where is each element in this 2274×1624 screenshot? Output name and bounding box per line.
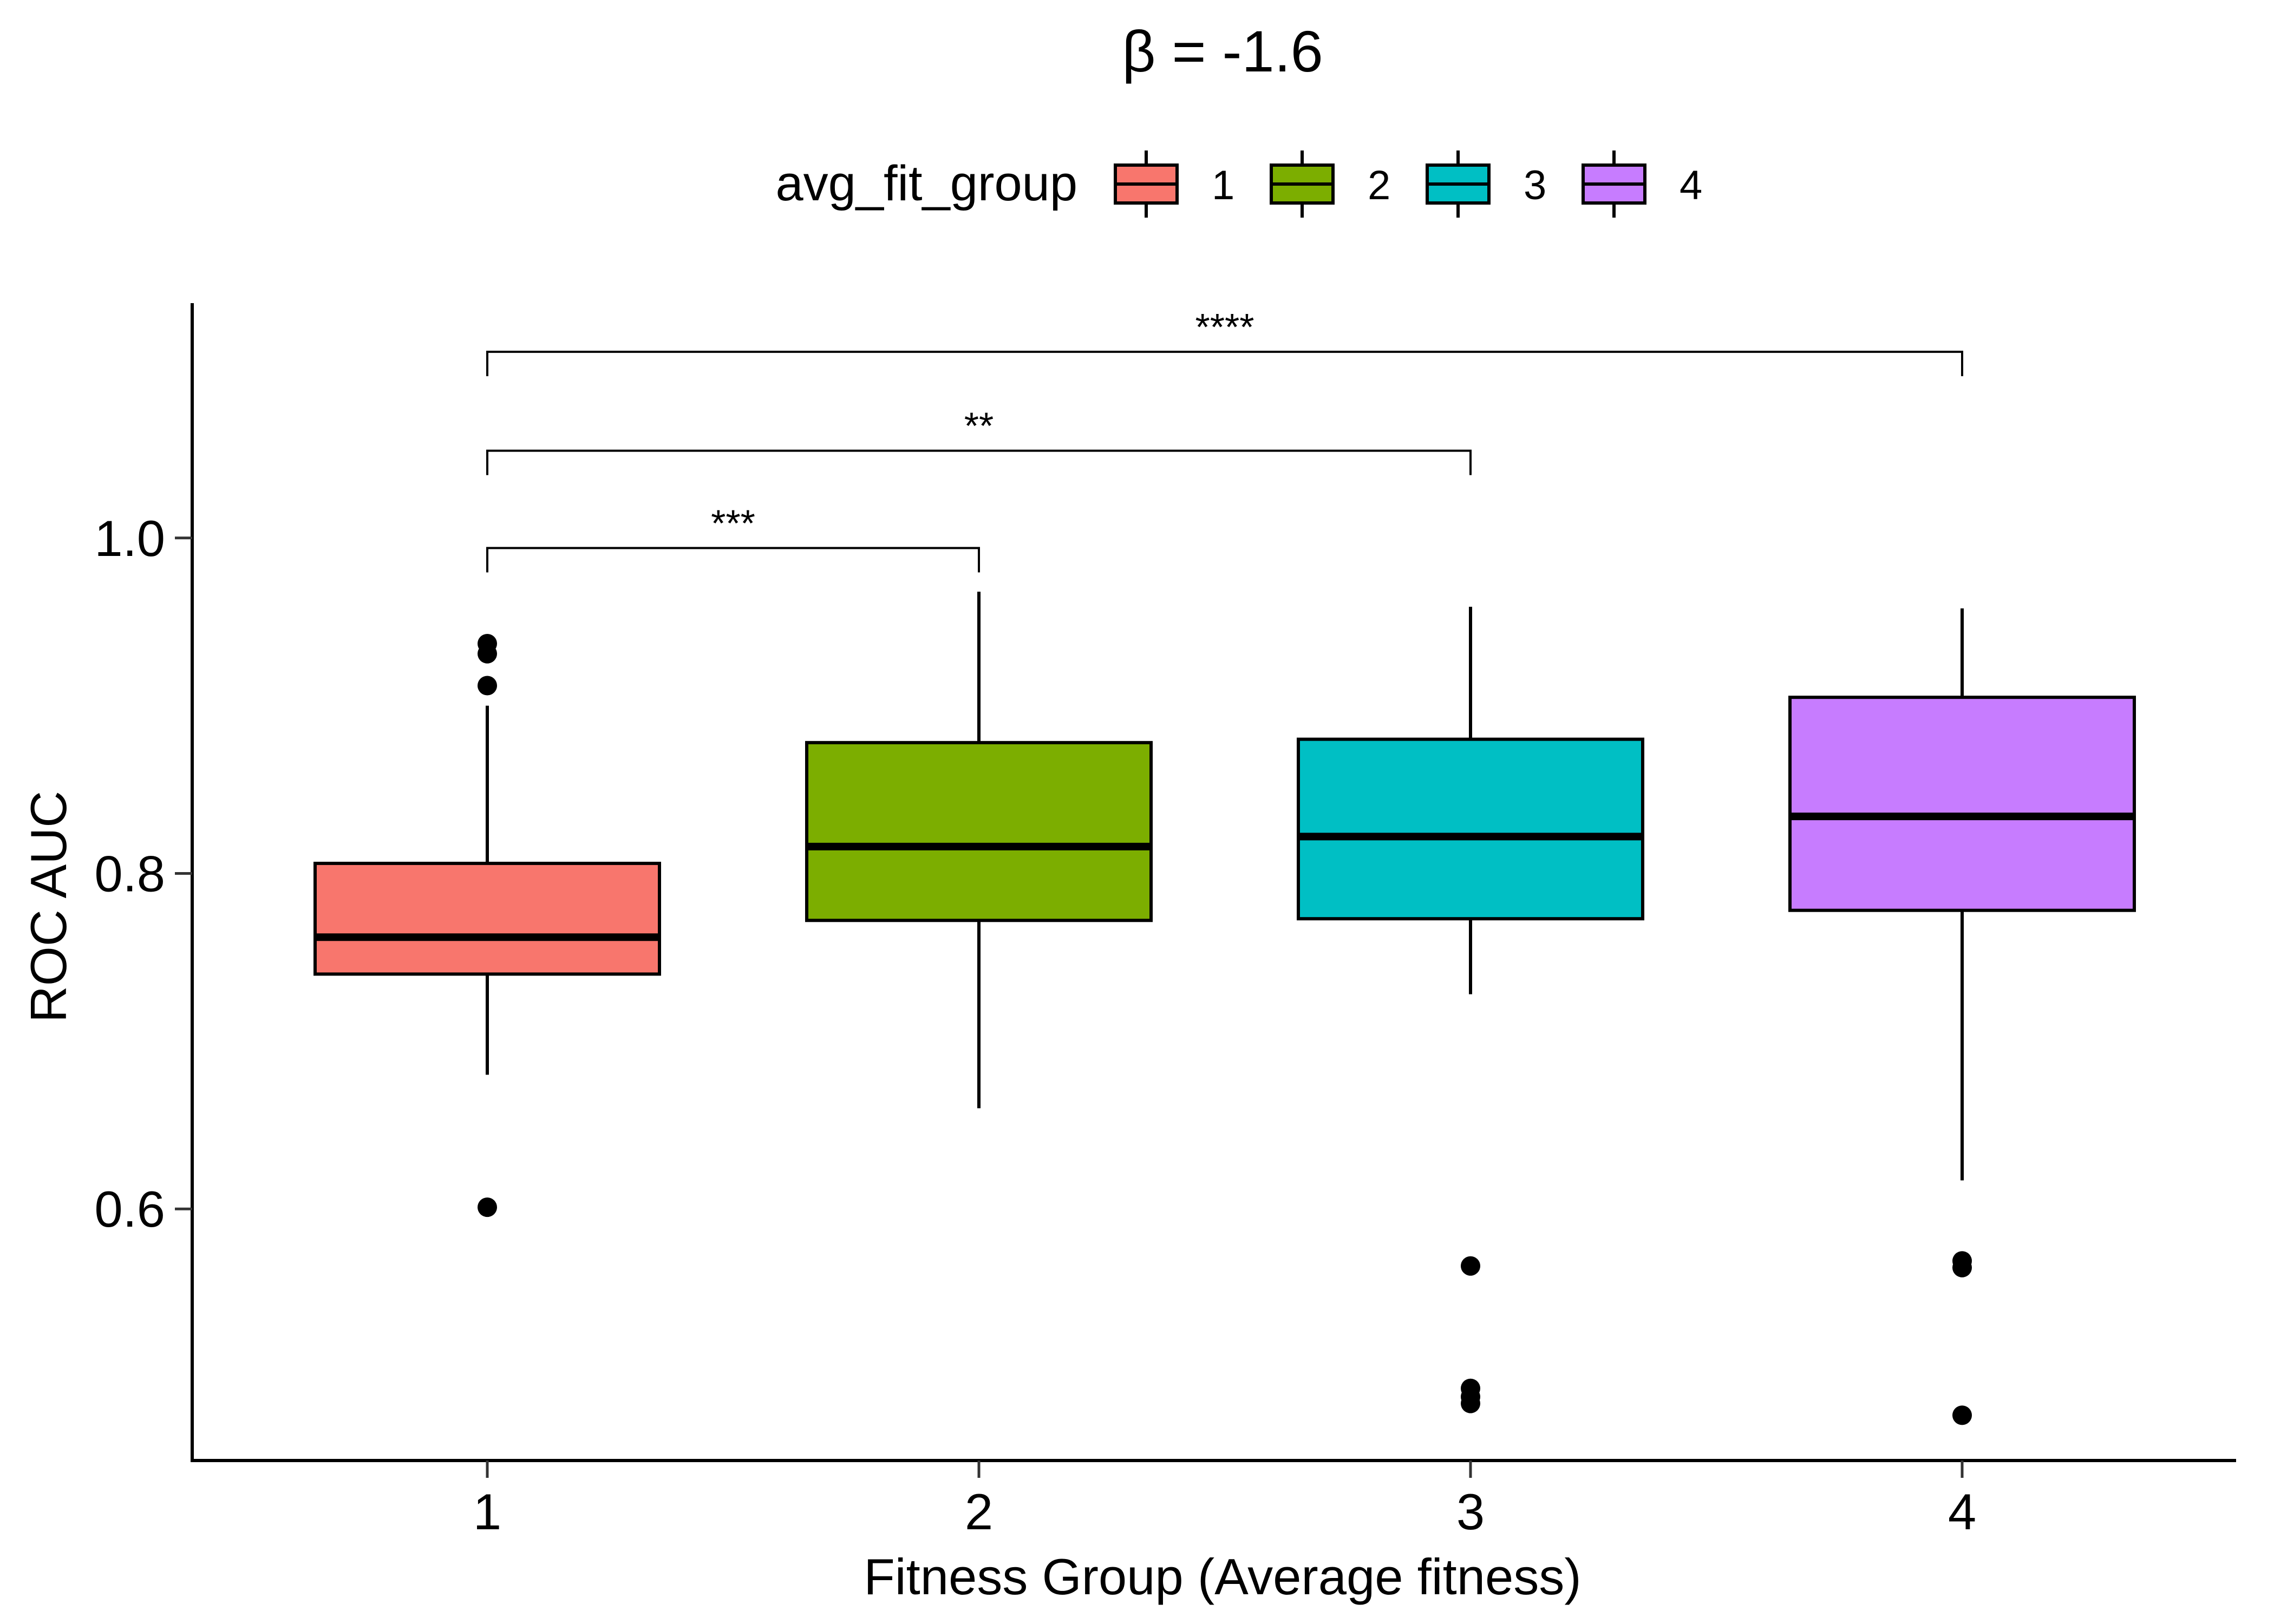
legend-item-1: 1 [1114,150,1234,218]
box-2 [805,741,1153,922]
bracket-line [486,547,980,573]
legend-item-2: 2 [1270,150,1390,218]
y-axis-title: ROC AUC [20,791,77,1023]
y-tick-label: 0.8 [94,846,165,902]
box-group-2 [805,591,1153,1109]
significance-label: *** [711,502,755,544]
significance-bracket: **** [486,306,1963,376]
box-1 [313,861,661,976]
legend-item-3: 3 [1426,150,1546,218]
box-group-4 [1788,608,2136,1425]
box-group-3 [1297,606,1644,1413]
bracket-line [486,449,1472,475]
x-tick-label: 4 [1948,1483,1976,1540]
box-3 [1297,737,1644,921]
legend: avg_fit_group 1 2 3 4 [775,150,1702,218]
legend-label: 1 [1212,162,1234,208]
outlier-point [478,634,497,654]
x-tick-label: 3 [1456,1483,1485,1540]
chart-title: β = -1.6 [1122,18,1323,84]
significance-bracket: ** [486,405,1472,475]
significance-label: ** [964,405,994,447]
outlier-point [1461,1256,1480,1276]
outlier-point [1461,1393,1480,1413]
y-tick-label: 0.6 [94,1181,165,1237]
legend-title: avg_fit_group [775,156,1077,211]
plot-area: 0.60.81.01 2 3 4********* [94,303,2236,1540]
x-tick-label: 2 [965,1483,993,1540]
significance-label: **** [1195,306,1254,348]
outlier-point [478,1197,497,1217]
box-4 [1788,696,2136,912]
outlier-point [1952,1405,1972,1425]
box-group-1 [313,634,661,1217]
outlier-point [478,676,497,696]
legend-label: 2 [1368,162,1390,208]
legend-label: 3 [1524,162,1546,208]
x-tick-label: 1 [473,1483,501,1540]
legend-item-4: 4 [1582,150,1702,218]
x-axis-title: Fitness Group (Average fitness) [864,1548,1581,1605]
bracket-line [486,350,1963,376]
y-tick-label: 1.0 [94,510,165,567]
significance-bracket: *** [486,502,980,573]
legend-label: 4 [1680,162,1702,208]
outlier-point [1952,1258,1972,1278]
